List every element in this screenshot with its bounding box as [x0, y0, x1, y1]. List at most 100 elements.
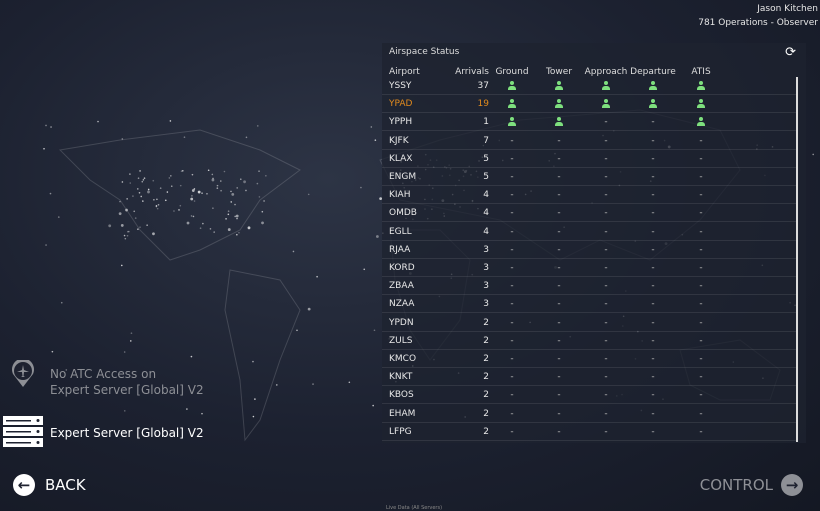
tower-empty: -	[557, 372, 561, 383]
aircraft-dot	[119, 200, 121, 203]
server-icon	[3, 416, 43, 447]
ground-empty: -	[510, 408, 514, 419]
table-row[interactable]: KBOS 2 - - - - -	[382, 386, 796, 405]
tower-empty: -	[557, 408, 561, 419]
airport-code: EGLL	[389, 226, 412, 237]
col-departure[interactable]: Departure	[630, 67, 676, 77]
table-row[interactable]: YPAD 19	[382, 95, 796, 114]
table-row[interactable]: YPPH 1 - -	[382, 113, 796, 132]
back-label: BACK	[45, 476, 86, 494]
aircraft-dot	[373, 329, 376, 332]
approach-empty: -	[604, 426, 608, 437]
aircraft-dot	[275, 384, 278, 386]
col-arrivals[interactable]: Arrivals	[455, 67, 489, 77]
atis-empty: -	[699, 281, 703, 292]
table-row[interactable]: KORD 3 - - - - -	[382, 259, 796, 277]
live-data-label: Live Data (All Servers)	[386, 505, 443, 511]
aircraft-dot	[191, 189, 195, 192]
aircraft-dot	[183, 136, 186, 138]
arrivals-count: 2	[483, 354, 489, 364]
table-row[interactable]: KLAX 5 - - - - -	[382, 150, 796, 168]
control-button[interactable]: CONTROL →	[700, 474, 803, 496]
departure-empty: -	[651, 226, 655, 237]
col-tower[interactable]: Tower	[545, 67, 573, 77]
scrollbar[interactable]	[796, 77, 798, 442]
arrivals-count: 4	[483, 226, 489, 237]
tower-empty: -	[557, 317, 561, 328]
aircraft-dot	[147, 190, 150, 194]
table-row[interactable]: OMDB 4 - - - - -	[382, 204, 796, 223]
atis-empty: -	[699, 135, 703, 146]
aircraft-dot	[142, 200, 144, 202]
ground-empty: -	[510, 426, 514, 437]
tower-empty: -	[557, 190, 561, 201]
atis-empty: -	[699, 190, 703, 201]
aircraft-dot	[190, 197, 194, 201]
departure-empty: -	[651, 190, 655, 201]
table-row[interactable]: YPDN 2 - - - - -	[382, 314, 796, 332]
table-row[interactable]: KJFK 7 - - - - -	[382, 132, 796, 150]
aircraft-dot	[263, 200, 265, 202]
ground-empty: -	[510, 153, 514, 164]
table-row[interactable]: KIAH 4 - - - - -	[382, 186, 796, 205]
aircraft-dot	[130, 332, 133, 334]
back-button[interactable]: ← BACK	[13, 474, 86, 496]
aircraft-dot	[348, 381, 351, 384]
col-atis[interactable]: ATIS	[691, 67, 711, 77]
table-row[interactable]: NZAA 3 - - - - -	[382, 295, 796, 314]
aircraft-dot	[138, 191, 141, 194]
approach-empty: -	[604, 263, 608, 273]
col-airport[interactable]: Airport	[389, 67, 420, 77]
table-row[interactable]: KNKT 2 - - - - -	[382, 368, 796, 387]
aircraft-dot	[170, 175, 172, 177]
approach-controller-icon	[581, 95, 631, 113]
ground-empty: -	[510, 244, 514, 255]
departure-empty: -	[651, 263, 655, 273]
server-name: Expert Server [Global] V2	[50, 426, 204, 440]
aircraft-dot	[137, 228, 139, 230]
aircraft-dot	[379, 197, 383, 200]
tower-empty: -	[557, 390, 561, 401]
aircraft-dot	[152, 179, 155, 182]
arrow-right-icon: →	[781, 474, 803, 496]
aircraft-dot	[234, 203, 236, 206]
col-ground[interactable]: Ground	[495, 67, 529, 77]
table-row[interactable]: RJAA 3 - - - - -	[382, 241, 796, 259]
table-row[interactable]: ZULS 2 - - - - -	[382, 332, 796, 350]
aircraft-dot	[156, 207, 159, 210]
table-row[interactable]: KMCO 2 - - - - -	[382, 350, 796, 368]
aircraft-dot	[370, 126, 373, 128]
atis-controller-icon	[676, 113, 726, 131]
aircraft-dot	[157, 203, 160, 206]
aircraft-dot	[108, 224, 112, 228]
table-row[interactable]: EGLL 4 - - - - -	[382, 223, 796, 241]
user-role: 781 Operations - Observer	[698, 18, 818, 28]
refresh-icon[interactable]: ⟳	[785, 45, 796, 60]
airport-code: ENGM	[389, 172, 417, 182]
table-row[interactable]: ENGM 5 - - - - -	[382, 168, 796, 186]
aircraft-dot	[190, 215, 193, 217]
aircraft-dot	[375, 235, 379, 238]
aircraft-dot	[225, 218, 227, 220]
table-row[interactable]: LFPG 2 - - - - -	[382, 423, 796, 441]
approach-empty: -	[604, 244, 608, 255]
aircraft-dot	[307, 193, 310, 196]
airport-code: YSSY	[389, 81, 412, 91]
plane-location-icon	[12, 360, 34, 387]
aircraft-dot	[153, 198, 155, 201]
aircraft-dot	[186, 221, 190, 225]
departure-empty: -	[651, 244, 655, 255]
table-row[interactable]: ZBAA 3 - - - - -	[382, 277, 796, 296]
table-row[interactable]: YSSY 37	[382, 77, 796, 95]
departure-empty: -	[651, 335, 655, 346]
arrivals-count: 3	[483, 299, 489, 310]
aircraft-dot	[212, 177, 214, 180]
atis-empty: -	[699, 153, 703, 164]
col-approach[interactable]: Approach	[584, 67, 628, 77]
table-row[interactable]: EHAM 2 - - - - -	[382, 405, 796, 423]
aircraft-dot	[126, 234, 129, 237]
tower-empty: -	[557, 153, 561, 164]
atis-empty: -	[699, 208, 703, 219]
approach-empty: -	[604, 372, 608, 383]
departure-empty: -	[651, 354, 655, 364]
